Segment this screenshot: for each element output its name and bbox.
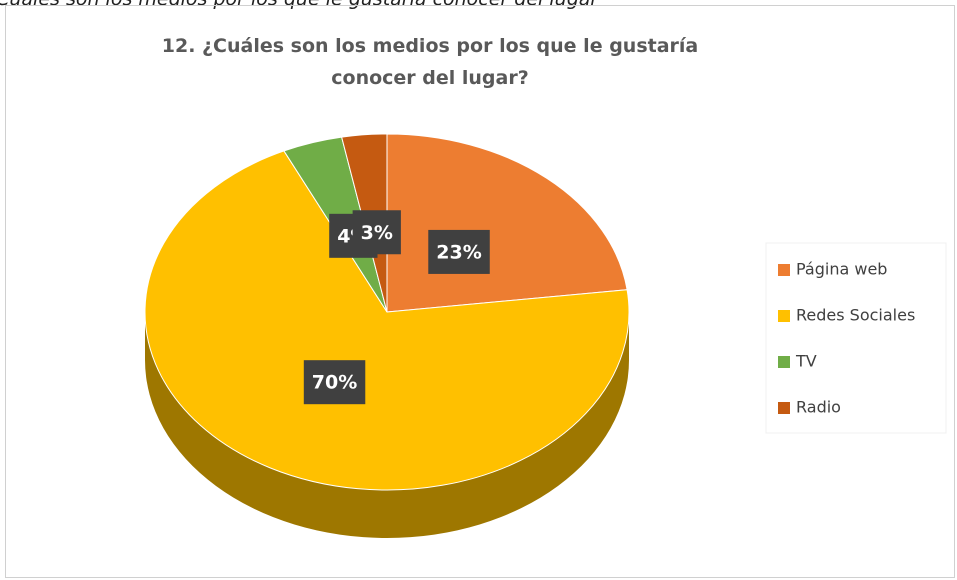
chart-title: 12. ¿Cuáles son los medios por los que l… xyxy=(161,35,699,89)
legend-label: Redes Sociales xyxy=(796,306,915,325)
data-label: 23% xyxy=(428,229,490,274)
chart-frame xyxy=(5,5,955,578)
slice xyxy=(144,150,630,491)
slice-side xyxy=(145,312,629,538)
legend-label: TV xyxy=(795,352,817,371)
data-label-text: 3% xyxy=(361,222,393,244)
data-label-text: 70% xyxy=(312,372,357,394)
legend-label: Radio xyxy=(796,398,841,417)
data-label-box xyxy=(428,229,490,274)
legend-swatch xyxy=(778,402,790,414)
data-label-box xyxy=(303,360,366,405)
slice xyxy=(386,133,628,313)
legend-swatch xyxy=(778,310,790,322)
legend-swatch xyxy=(778,356,790,368)
data-label-box xyxy=(352,210,401,255)
legend-swatch xyxy=(778,264,790,276)
data-label: 70% xyxy=(303,360,366,405)
data-label-text: 23% xyxy=(436,241,481,263)
legend-label: Página web xyxy=(796,260,887,279)
data-label: 3% xyxy=(352,210,401,255)
legend-box xyxy=(765,242,947,434)
